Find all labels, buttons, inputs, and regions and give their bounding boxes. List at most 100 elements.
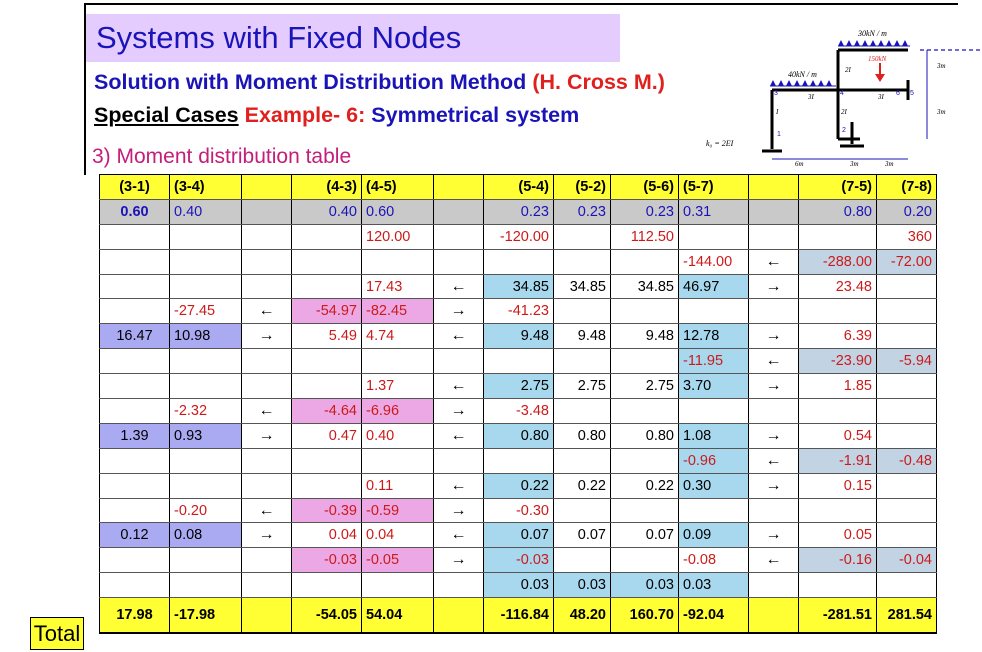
- cell-m31: [99, 448, 170, 474]
- cell-m75: -23.90: [798, 348, 877, 375]
- method-text: Solution with Moment Distribution Method: [94, 70, 527, 94]
- cell-m43: -54.05: [291, 597, 362, 635]
- cell-m45: -0.59: [361, 498, 434, 524]
- cell-m56: 9.48: [610, 323, 679, 350]
- cell-m57: [678, 224, 749, 250]
- cell-m78: [876, 522, 937, 549]
- cell-m52: 0.07: [553, 522, 611, 549]
- cell-m78: [876, 323, 937, 350]
- cell-m57: 0.03: [678, 572, 749, 599]
- cell-m54: (5-4): [483, 174, 554, 200]
- cell-m45: 0.11: [361, 473, 434, 499]
- cell-m31: [99, 348, 170, 375]
- load-top-label: 30kN / m: [857, 29, 887, 38]
- cell-m43: -0.03: [291, 547, 362, 574]
- cell-m54: 34.85: [483, 274, 554, 300]
- cell-m78: [876, 373, 937, 400]
- cell-m56: 0.80: [610, 423, 679, 449]
- cell-arrow-c: →: [748, 522, 799, 549]
- cell-m43: [291, 249, 362, 275]
- cell-m57: 0.09: [678, 522, 749, 549]
- svg-text:6: 6: [896, 90, 900, 97]
- cell-arrow-a: →: [241, 423, 292, 449]
- cell-m54: 0.23: [483, 199, 554, 225]
- section-heading: 3) Moment distribution table: [92, 145, 352, 168]
- cell-arrow-b: [433, 348, 484, 375]
- cell-m54: 0.07: [483, 522, 554, 549]
- cell-m78: [876, 398, 937, 424]
- cell-m31: [99, 398, 170, 424]
- cell-m52: 0.80: [553, 423, 611, 449]
- cell-arrow-c: [748, 572, 799, 599]
- cell-m45: [361, 249, 434, 275]
- cell-arrow-b: ←: [433, 373, 484, 400]
- cell-arrow-b: →: [433, 298, 484, 325]
- cell-m52: 2.75: [553, 373, 611, 400]
- svg-text:3m: 3m: [936, 62, 946, 70]
- cell-m52: 0.22: [553, 473, 611, 499]
- cell-arrow-b: →: [433, 498, 484, 524]
- cell-m45: 1.37: [361, 373, 434, 400]
- svg-text:1: 1: [777, 131, 781, 138]
- cell-m31: [99, 274, 170, 300]
- cell-m34: -27.45: [169, 298, 242, 325]
- cell-m54: -116.84: [483, 597, 554, 635]
- cell-arrow-b: [433, 199, 484, 225]
- cell-m31: [99, 547, 170, 574]
- cell-m56: [610, 298, 679, 325]
- cell-m34: [169, 249, 242, 275]
- cell-m78: [876, 423, 937, 449]
- cell-m34: [169, 473, 242, 499]
- cell-m52: [553, 348, 611, 375]
- cell-arrow-c: →: [748, 423, 799, 449]
- cell-arrow-a: [241, 174, 292, 200]
- cell-arrow-c: ←: [748, 547, 799, 574]
- cell-m45: -82.45: [361, 298, 434, 325]
- dimension-lines: [772, 50, 928, 160]
- cell-arrow-a: [241, 448, 292, 474]
- cell-m78: 281.54: [876, 597, 937, 635]
- svg-text:2I: 2I: [841, 108, 848, 116]
- distributed-load-top: 30kN / m: [838, 29, 910, 47]
- cell-arrow-c: [748, 498, 799, 524]
- left-rule: [84, 3, 86, 175]
- cell-m31: 17.98: [99, 597, 170, 635]
- cell-m34: [169, 348, 242, 375]
- cell-m34: [169, 274, 242, 300]
- svg-text:3: 3: [774, 90, 778, 97]
- cell-m57: [678, 298, 749, 325]
- cell-m31: 1.39: [99, 423, 170, 449]
- cell-m75: [798, 298, 877, 325]
- cell-m56: 112.50: [610, 224, 679, 250]
- cell-m34: 0.93: [169, 423, 242, 449]
- table-row: 0.11 ← 0.22 0.22 0.22 0.30 → 0.15: [99, 473, 937, 499]
- method-author: (H. Cross M.): [532, 70, 665, 94]
- cell-arrow-b: ←: [433, 473, 484, 499]
- example-label: Example- 6:: [244, 103, 366, 127]
- cell-m78: 0.20: [876, 199, 937, 225]
- cell-m56: 160.70: [610, 597, 679, 635]
- svg-text:3m: 3m: [849, 160, 859, 168]
- cell-m57: -92.04: [678, 597, 749, 635]
- distribution-factor-row: 0.60 0.40 0.40 0.60 0.23 0.23 0.23 0.31 0.80 0.20: [99, 199, 937, 225]
- cell-m45: 120.00: [361, 224, 434, 250]
- cell-m56: [610, 498, 679, 524]
- table-row: 120.00 -120.00 112.50 360: [99, 224, 937, 250]
- cell-m45: 0.04: [361, 522, 434, 549]
- cell-m52: 9.48: [553, 323, 611, 350]
- cell-m56: 0.03: [610, 572, 679, 599]
- cell-m31: [99, 224, 170, 250]
- cell-m45: [361, 348, 434, 375]
- cell-m54: [483, 348, 554, 375]
- cell-m34: (3-4): [169, 174, 242, 200]
- cell-m56: [610, 448, 679, 474]
- cell-arrow-a: ←: [241, 398, 292, 424]
- cell-m78: -5.94: [876, 348, 937, 375]
- cell-arrow-c: [748, 597, 799, 635]
- page-title: Systems with Fixed Nodes: [96, 20, 462, 55]
- cell-arrow-c: ←: [748, 448, 799, 474]
- cell-m57: [678, 498, 749, 524]
- cell-m57: 3.70: [678, 373, 749, 400]
- cell-m31: 0.12: [99, 522, 170, 549]
- cell-arrow-c: [748, 398, 799, 424]
